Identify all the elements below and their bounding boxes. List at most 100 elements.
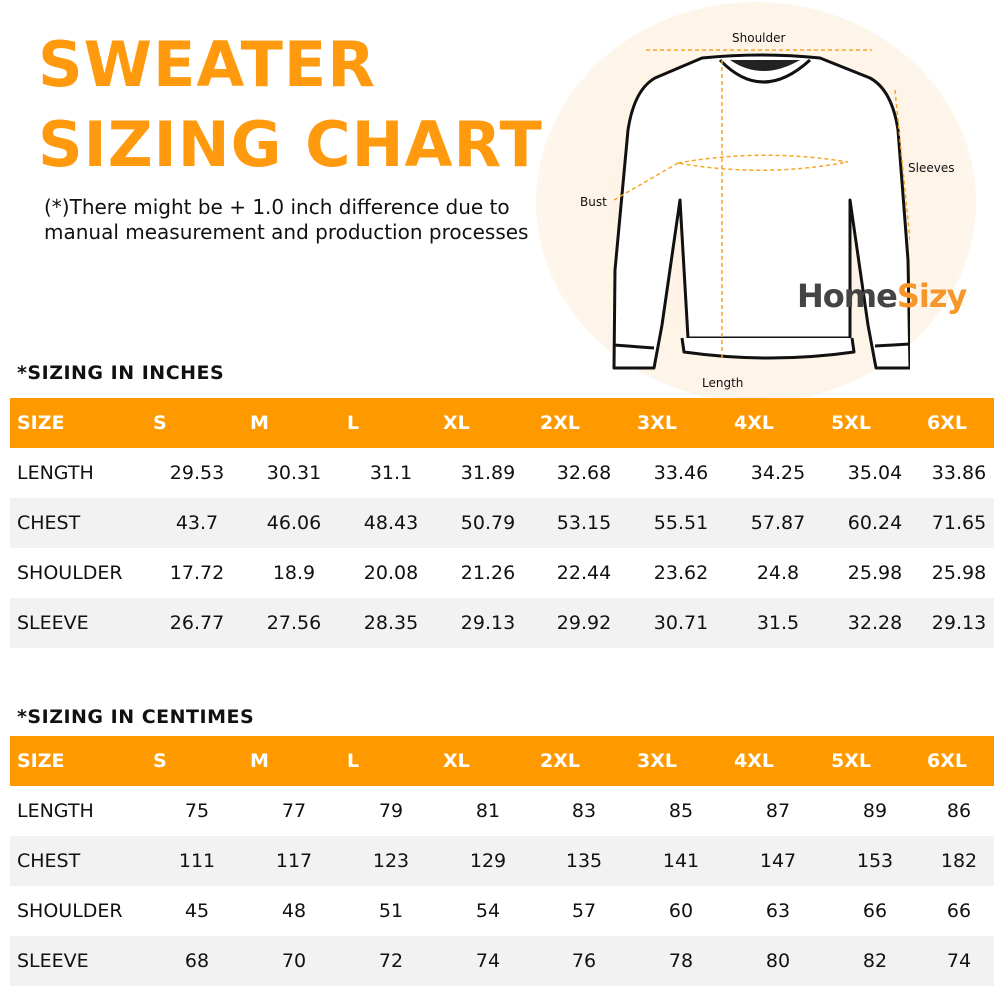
table-cell: 79 [378,800,404,822]
table-header-row: SIZE S M L XL 2XL 3XL 4XL 5XL 6XL [10,736,994,786]
table-cell: 29.13 [931,612,987,634]
table-cell: 129 [469,850,507,872]
table-row: SHOULDER 45 48 51 54 57 60 63 66 66 [10,886,994,936]
table-cell: 66 [946,900,972,922]
table-cell: 43.7 [175,512,219,534]
table-cell: 32.28 [847,612,903,634]
table-cell: 30.31 [266,462,322,484]
table-cell: 31.5 [756,612,800,634]
length-label: Length [702,376,744,390]
column-header: S [153,750,167,772]
shoulder-label: Shoulder [732,31,786,45]
logo-part1: Home [797,277,898,315]
column-header: 2XL [540,750,580,772]
column-header: L [347,750,360,772]
table-cell: 26.77 [169,612,225,634]
table-cell: 50.79 [460,512,516,534]
row-label: LENGTH [17,800,94,822]
table-cell: 20.08 [363,562,419,584]
bust-label: Bust [580,195,607,209]
table-cell: 51 [378,900,404,922]
table-cell: 18.9 [272,562,316,584]
table-cell: 141 [662,850,700,872]
table-cell: 66 [862,900,888,922]
table-cell: 57 [571,900,597,922]
table-cell: 53.15 [556,512,612,534]
table-row: LENGTH 29.53 30.31 31.1 31.89 32.68 33.46 34.25… [10,448,994,498]
column-header: 5XL [831,750,871,772]
row-label: SLEEVE [17,612,89,634]
table-cell: 89 [862,800,888,822]
table-cell: 82 [862,950,888,972]
table-cell: 63 [765,900,791,922]
table-cell: 29.53 [169,462,225,484]
table-row: CHEST 111 117 123 129 135 141 147 153 182 [10,836,994,886]
table-cell: 182 [940,850,978,872]
table-cell: 35.04 [847,462,903,484]
table-cell: 71.65 [931,512,987,534]
brand-logo: HomeSizy [797,277,967,315]
table-cell: 83 [571,800,597,822]
note-line2: manual measurement and production proces… [44,220,529,244]
column-header: XL [443,750,470,772]
table-cell: 60 [668,900,694,922]
table-row: CHEST 43.7 46.06 48.43 50.79 53.15 55.51 57.87 6… [10,498,994,548]
centimes-section-title: *SIZING IN CENTIMES [17,706,255,728]
table-cell: 81 [475,800,501,822]
row-label: CHEST [17,512,81,534]
table-cell: 111 [178,850,216,872]
column-header: M [250,750,269,772]
column-header: 4XL [734,412,774,434]
table-cell: 55.51 [653,512,709,534]
note-line1: (*)There might be + 1.0 inch difference … [44,195,510,219]
table-cell: 86 [946,800,972,822]
row-label: SHOULDER [17,900,123,922]
column-header: 3XL [637,750,677,772]
column-header: 3XL [637,412,677,434]
row-label: LENGTH [17,462,94,484]
table-row: SLEEVE 68 70 72 74 76 78 80 82 74 [10,936,994,986]
logo-part2: Sizy [896,277,967,315]
table-cell: 70 [281,950,307,972]
column-header: 5XL [831,412,871,434]
column-header: 6XL [927,412,967,434]
table-cell: 27.56 [266,612,322,634]
centimes-table: SIZE S M L XL 2XL 3XL 4XL 5XL 6XL LENGTH 75 77 79 81 83… [10,736,994,986]
column-header: L [347,412,360,434]
table-cell: 74 [475,950,501,972]
column-header: S [153,412,167,434]
table-cell: 25.98 [847,562,903,584]
table-cell: 80 [765,950,791,972]
table-cell: 76 [571,950,597,972]
inches-section-title: *SIZING IN INCHES [17,362,225,384]
table-cell: 147 [759,850,797,872]
column-header: M [250,412,269,434]
table-cell: 28.35 [363,612,419,634]
table-cell: 46.06 [266,512,322,534]
table-cell: 25.98 [931,562,987,584]
table-cell: 31.89 [460,462,516,484]
table-cell: 153 [856,850,894,872]
row-label: CHEST [17,850,81,872]
table-cell: 60.24 [847,512,903,534]
table-cell: 17.72 [169,562,225,584]
table-cell: 45 [184,900,210,922]
page-title-line1: SWEATER [38,28,376,101]
column-header: XL [443,412,470,434]
row-label: SLEEVE [17,950,89,972]
table-cell: 31.1 [369,462,413,484]
row-label: SHOULDER [17,562,123,584]
table-cell: 33.46 [653,462,709,484]
table-cell: 74 [946,950,972,972]
page-title-line2: SIZING CHART [38,108,543,181]
table-cell: 34.25 [750,462,806,484]
table-cell: 117 [275,850,313,872]
table-cell: 29.92 [556,612,612,634]
table-cell: 57.87 [750,512,806,534]
column-header: 6XL [927,750,967,772]
table-cell: 21.26 [460,562,516,584]
table-cell: 68 [184,950,210,972]
table-row: SHOULDER 17.72 18.9 20.08 21.26 22.44 23.62 24.… [10,548,994,598]
table-cell: 77 [281,800,307,822]
table-cell: 72 [378,950,404,972]
